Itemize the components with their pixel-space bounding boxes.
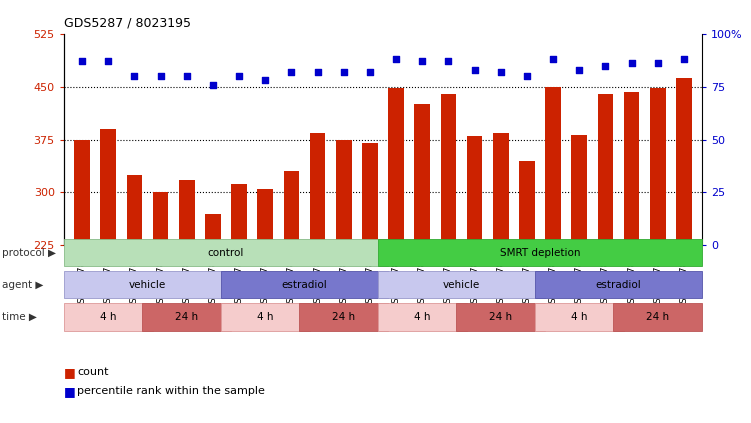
Bar: [598, 94, 614, 404]
Text: 24 h: 24 h: [489, 312, 512, 322]
Bar: [127, 175, 143, 404]
Text: count: count: [77, 367, 109, 377]
FancyBboxPatch shape: [221, 271, 388, 298]
Bar: [362, 143, 378, 404]
Point: [416, 58, 428, 65]
Point: [442, 58, 454, 65]
Text: agent ▶: agent ▶: [2, 280, 43, 290]
Point: [102, 58, 114, 65]
Bar: [231, 184, 247, 404]
Point: [364, 69, 376, 75]
Point: [312, 69, 324, 75]
Text: estradiol: estradiol: [596, 280, 641, 290]
FancyBboxPatch shape: [614, 303, 702, 330]
Bar: [466, 136, 482, 404]
Point: [181, 73, 193, 80]
Point: [626, 60, 638, 67]
Bar: [493, 132, 508, 404]
Bar: [572, 135, 587, 404]
Bar: [623, 92, 639, 404]
FancyBboxPatch shape: [300, 303, 388, 330]
Bar: [309, 132, 325, 404]
Text: 24 h: 24 h: [646, 312, 669, 322]
Bar: [179, 180, 195, 404]
Bar: [152, 192, 168, 404]
Point: [390, 56, 402, 63]
Text: 4 h: 4 h: [257, 312, 273, 322]
Bar: [336, 140, 351, 404]
FancyBboxPatch shape: [535, 303, 623, 330]
Point: [155, 73, 167, 80]
Text: 4 h: 4 h: [571, 312, 587, 322]
FancyBboxPatch shape: [535, 271, 702, 298]
Bar: [284, 171, 300, 404]
Point: [233, 73, 245, 80]
Point: [573, 66, 585, 73]
Text: time ▶: time ▶: [2, 312, 36, 322]
Text: 24 h: 24 h: [332, 312, 355, 322]
Bar: [205, 214, 221, 404]
Text: ■: ■: [64, 366, 76, 379]
Text: protocol ▶: protocol ▶: [2, 247, 56, 258]
Text: GDS5287 / 8023195: GDS5287 / 8023195: [64, 16, 191, 30]
Bar: [441, 94, 457, 404]
FancyBboxPatch shape: [221, 303, 309, 330]
Bar: [545, 87, 561, 404]
Bar: [258, 189, 273, 404]
Point: [285, 69, 297, 75]
Text: SMRT depletion: SMRT depletion: [499, 247, 581, 258]
Point: [207, 81, 219, 88]
Point: [469, 66, 481, 73]
FancyBboxPatch shape: [64, 303, 152, 330]
FancyBboxPatch shape: [378, 303, 466, 330]
FancyBboxPatch shape: [457, 303, 545, 330]
Point: [128, 73, 140, 80]
FancyBboxPatch shape: [378, 271, 545, 298]
Text: percentile rank within the sample: percentile rank within the sample: [77, 386, 265, 396]
Bar: [74, 140, 90, 404]
Bar: [519, 161, 535, 404]
Point: [495, 69, 507, 75]
Text: vehicle: vehicle: [443, 280, 480, 290]
FancyBboxPatch shape: [143, 303, 231, 330]
Point: [678, 56, 690, 63]
Bar: [101, 129, 116, 404]
Text: 4 h: 4 h: [414, 312, 430, 322]
Point: [338, 69, 350, 75]
Text: ■: ■: [64, 385, 76, 398]
Point: [652, 60, 664, 67]
Bar: [415, 104, 430, 404]
Point: [599, 62, 611, 69]
FancyBboxPatch shape: [378, 239, 702, 266]
Point: [76, 58, 88, 65]
Point: [547, 56, 559, 63]
Text: vehicle: vehicle: [129, 280, 166, 290]
FancyBboxPatch shape: [64, 271, 231, 298]
Bar: [650, 88, 665, 404]
Bar: [676, 78, 692, 404]
Text: control: control: [208, 247, 244, 258]
Text: 24 h: 24 h: [175, 312, 198, 322]
Bar: [388, 88, 404, 404]
Text: 4 h: 4 h: [100, 312, 116, 322]
FancyBboxPatch shape: [64, 239, 388, 266]
Text: estradiol: estradiol: [282, 280, 327, 290]
Point: [259, 77, 271, 84]
Point: [521, 73, 533, 80]
